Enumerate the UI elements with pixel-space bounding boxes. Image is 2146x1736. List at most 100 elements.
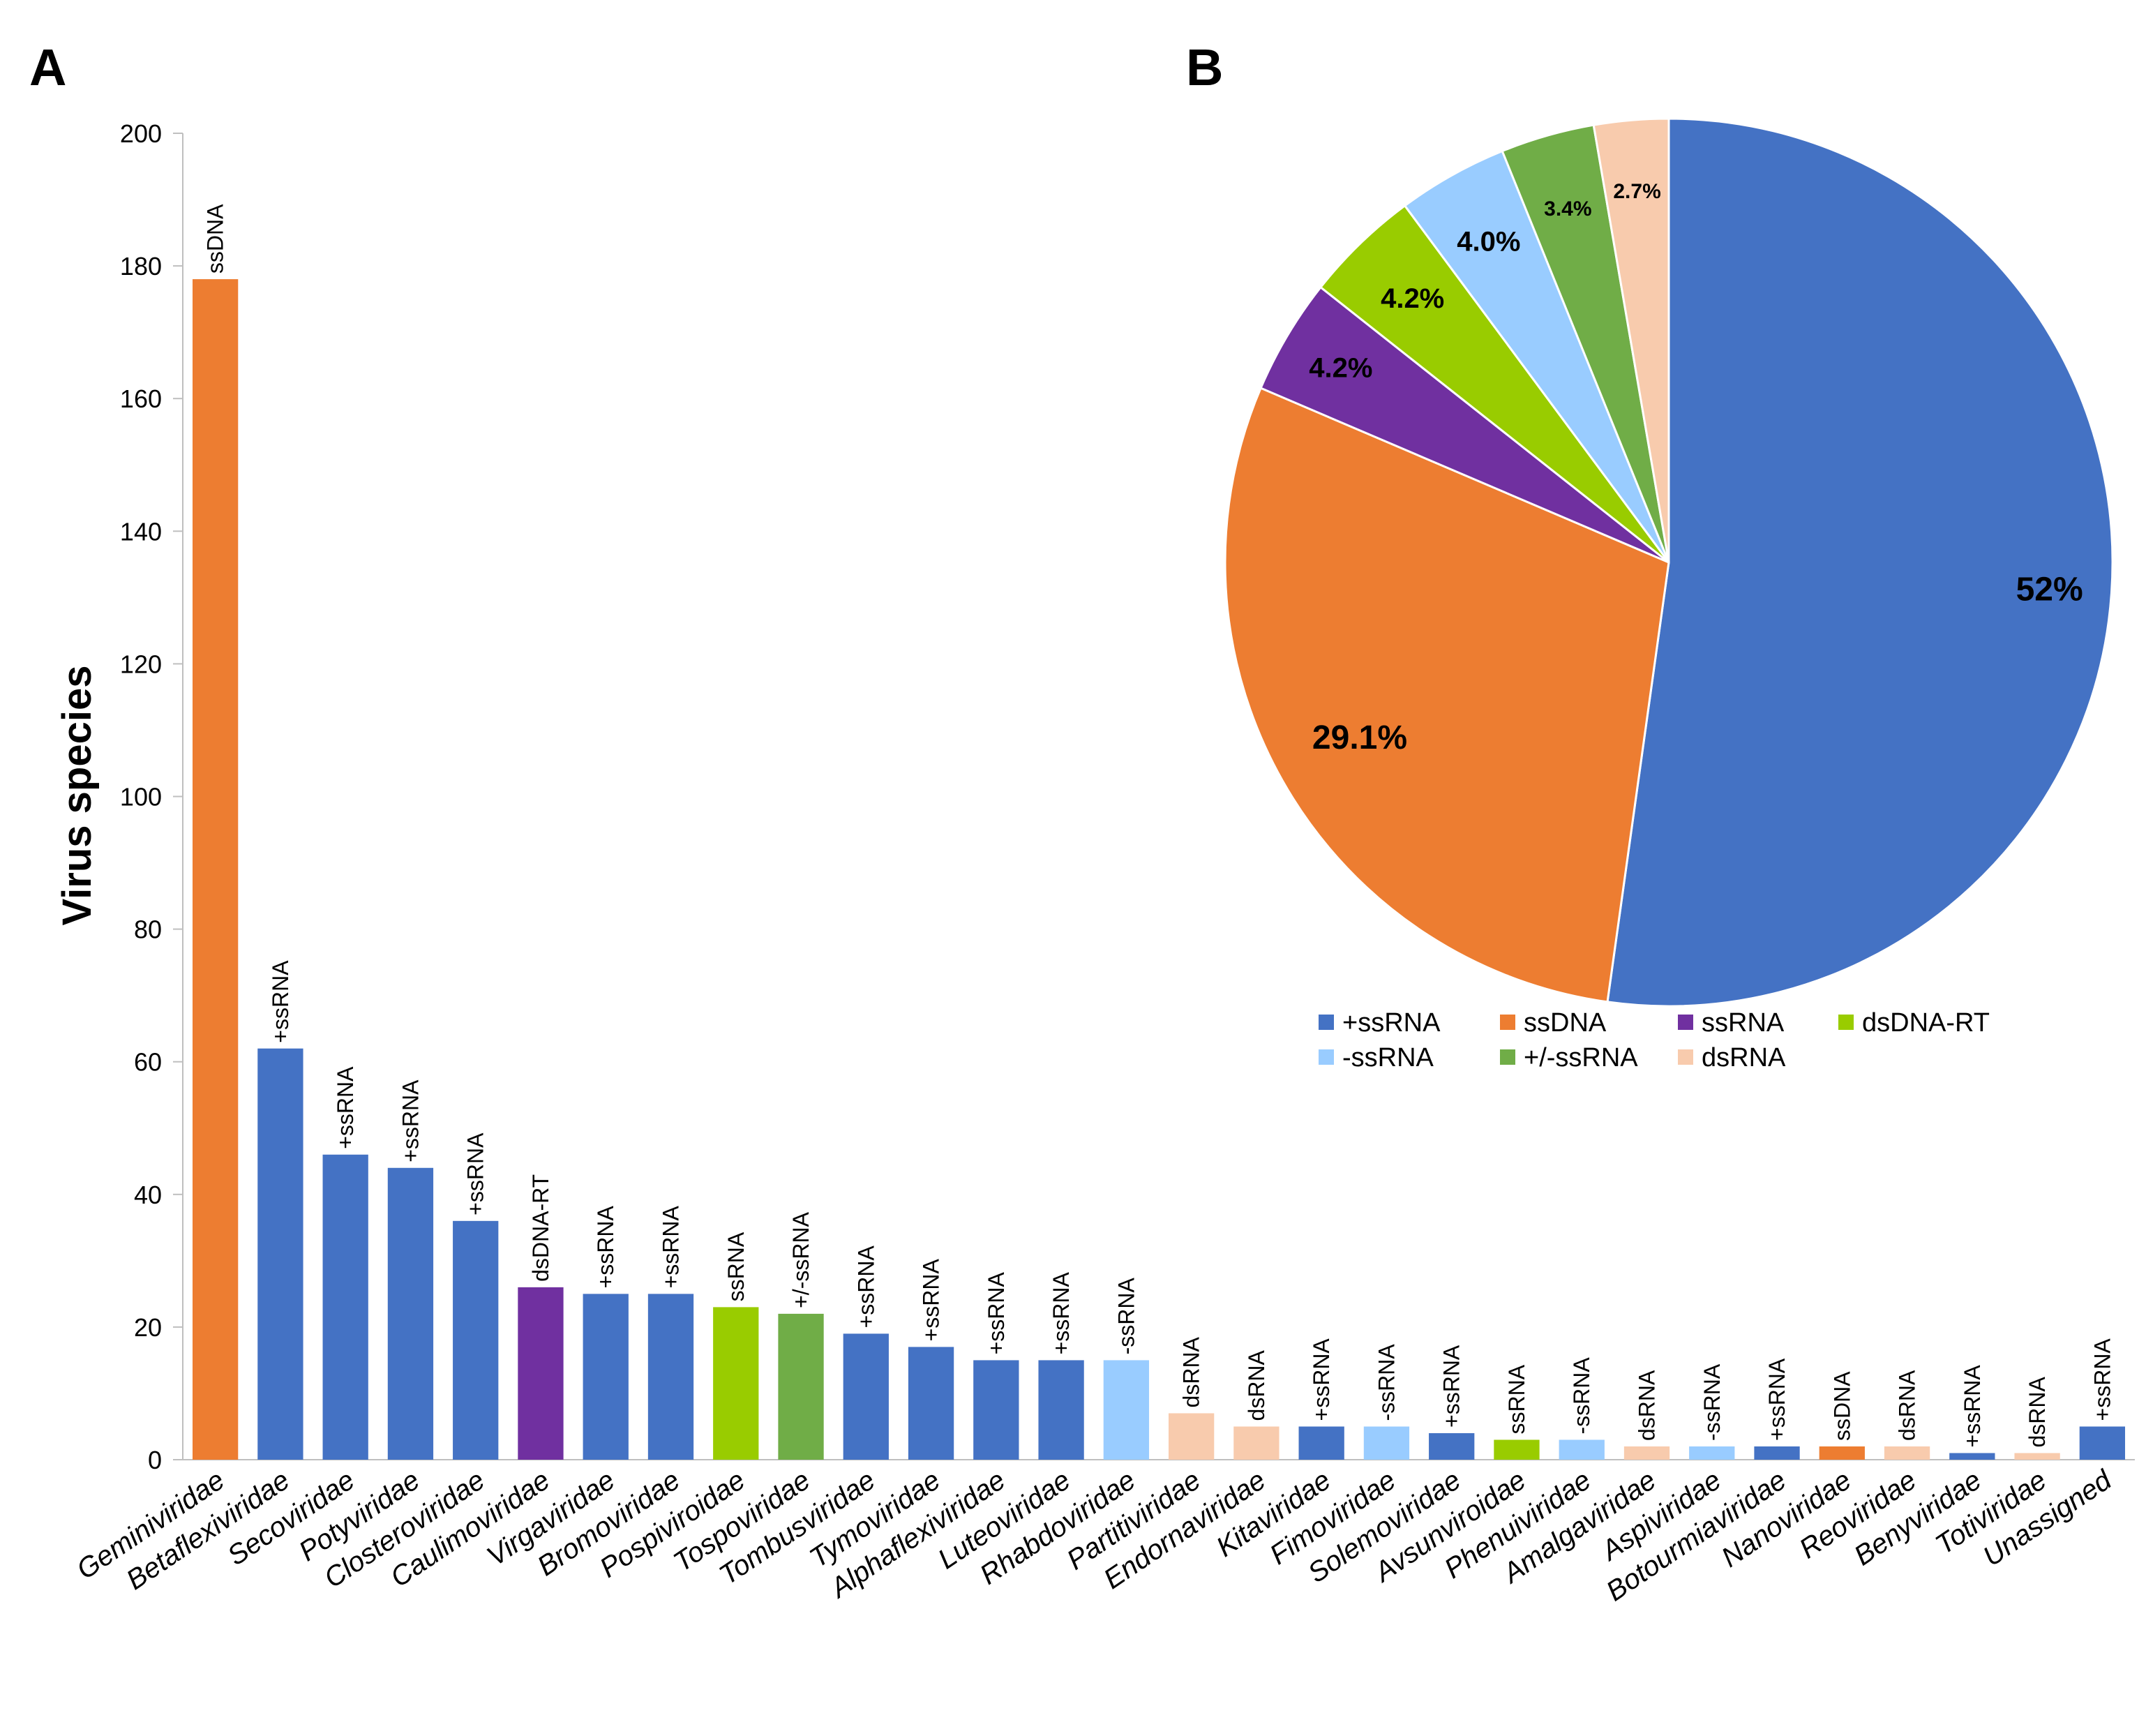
bar-genome-label: +ssRNA	[853, 1245, 878, 1328]
bar	[1429, 1432, 1475, 1460]
bar	[1233, 1426, 1280, 1460]
bar-genome-label: +ssRNA	[984, 1272, 1009, 1355]
bar-genome-label: +ssRNA	[593, 1205, 618, 1288]
bar	[1559, 1439, 1605, 1460]
legend-label: dsRNA	[1702, 1043, 1786, 1072]
bar-genome-label: ssRNA	[1504, 1364, 1529, 1434]
legend-swatch	[1319, 1015, 1334, 1030]
legend-label: -ssRNA	[1342, 1043, 1434, 1072]
pie-slice	[1592, 117, 1670, 563]
legend-swatch	[1678, 1015, 1693, 1030]
legend-swatch	[1678, 1049, 1693, 1065]
y-tick-label: 180	[120, 252, 162, 280]
bar	[1754, 1446, 1800, 1460]
bar	[1689, 1446, 1735, 1460]
bar-genome-label: +ssRNA	[463, 1132, 488, 1215]
y-tick-label: 200	[120, 119, 162, 148]
pie-chart: 52% 29.1% 4.2% 4.2% 4.0% 3.4% 2.7% +ssRNA ssDNA s…	[1224, 117, 2114, 1072]
legend-label: ssDNA	[1524, 1008, 1607, 1038]
bar-genome-label: +ssRNA	[2089, 1338, 2115, 1421]
pie-slice-label: 4.2%	[1309, 353, 1372, 384]
y-axis-title: Virus species	[54, 666, 100, 926]
y-tick-label: 140	[120, 517, 162, 546]
bar-genome-label: -ssRNA	[1699, 1363, 1725, 1441]
bar-genome-label: +ssRNA	[1309, 1338, 1334, 1421]
bar-genome-label: dsRNA	[2025, 1376, 2050, 1447]
bar-genome-label: +/-ssRNA	[788, 1211, 813, 1308]
bar-genome-label: +ssRNA	[1764, 1358, 1789, 1441]
y-tick-label: 100	[120, 783, 162, 811]
bar	[518, 1287, 564, 1460]
y-tick-label: 40	[134, 1181, 162, 1209]
legend-label: dsDNA-RT	[1862, 1008, 1990, 1038]
panel-label-b: B	[1186, 38, 1223, 96]
bar-genome-label: +ssRNA	[1049, 1272, 1074, 1355]
bar-genome-label: +ssRNA	[268, 960, 293, 1043]
bar	[1884, 1446, 1930, 1460]
bar-genome-label: -ssRNA	[1113, 1278, 1139, 1355]
bar	[192, 279, 239, 1460]
pie-slice	[1224, 387, 1670, 1003]
legend-label: +/-ssRNA	[1524, 1043, 1638, 1072]
pie-slice-label: 4.0%	[1457, 227, 1520, 257]
legend-swatch	[1500, 1049, 1515, 1065]
y-tick-label: 60	[134, 1048, 162, 1077]
bar-genome-label: -ssRNA	[1374, 1344, 1399, 1421]
y-tick-label: 0	[148, 1446, 162, 1474]
pie-slice	[1259, 285, 1669, 564]
panel-label-a: A	[29, 38, 66, 96]
bar	[1494, 1439, 1540, 1460]
bar	[843, 1333, 889, 1460]
bar	[2079, 1426, 2126, 1460]
legend-label: ssRNA	[1702, 1008, 1785, 1038]
bar-genome-label: dsRNA	[1179, 1336, 1204, 1407]
y-tick-label: 160	[120, 384, 162, 413]
pie-slice-label: 3.4%	[1544, 197, 1591, 220]
bar	[778, 1313, 824, 1460]
bar	[453, 1220, 499, 1460]
bar	[713, 1307, 759, 1460]
bar-genome-label: +ssRNA	[659, 1205, 684, 1288]
bar-genome-label: +ssRNA	[398, 1079, 423, 1162]
pie-slice-label: 29.1%	[1312, 719, 1407, 756]
bar	[1819, 1446, 1865, 1460]
bar-genome-label: +ssRNA	[919, 1259, 944, 1342]
bar-genome-label: +ssRNA	[333, 1066, 358, 1149]
bar	[973, 1360, 1019, 1460]
bar	[1623, 1446, 1670, 1460]
legend-label: +ssRNA	[1342, 1008, 1441, 1038]
bar-genome-label: dsDNA-RT	[528, 1174, 553, 1282]
bar-genome-label: -ssRNA	[1569, 1357, 1594, 1435]
y-tick-label: 20	[134, 1313, 162, 1342]
bar	[908, 1347, 954, 1460]
bar-genome-label: dsRNA	[1635, 1370, 1660, 1441]
pie-slice	[1606, 117, 2114, 1008]
y-tick-label: 80	[134, 915, 162, 944]
bar-genome-label: ssDNA	[1829, 1371, 1854, 1441]
bar-genome-label: +ssRNA	[1439, 1345, 1464, 1428]
legend-swatch	[1500, 1015, 1515, 1030]
bar-genome-label: ssDNA	[203, 204, 228, 274]
bar-genome-label: dsRNA	[1895, 1370, 1920, 1441]
pie-slice-label: 52%	[2016, 571, 2083, 608]
bar-genome-label: +ssRNA	[1960, 1365, 1985, 1448]
pie-slice-label: 2.7%	[1613, 180, 1660, 203]
bar	[1363, 1426, 1410, 1460]
legend-swatch	[1319, 1049, 1334, 1065]
bar	[1038, 1360, 1084, 1460]
bar	[2014, 1453, 2060, 1460]
bar	[1168, 1413, 1215, 1460]
bar	[1298, 1426, 1344, 1460]
bar-genome-label: ssRNA	[723, 1232, 749, 1301]
pie-slice	[1319, 204, 1670, 564]
bar	[257, 1048, 303, 1460]
bar	[1949, 1453, 1995, 1460]
legend-swatch	[1838, 1015, 1854, 1030]
y-tick-label: 120	[120, 650, 162, 678]
bar	[647, 1294, 694, 1460]
bar	[1103, 1360, 1150, 1460]
bar	[322, 1154, 368, 1460]
bar-genome-label: dsRNA	[1244, 1349, 1269, 1421]
bar	[583, 1294, 629, 1460]
